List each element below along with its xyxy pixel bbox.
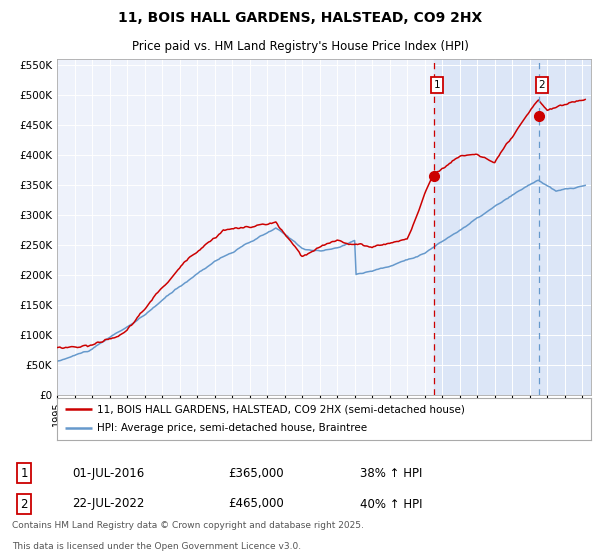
Text: 1: 1 [20, 466, 28, 480]
Text: 11, BOIS HALL GARDENS, HALSTEAD, CO9 2HX (semi-detached house): 11, BOIS HALL GARDENS, HALSTEAD, CO9 2HX… [97, 404, 465, 414]
Text: This data is licensed under the Open Government Licence v3.0.: This data is licensed under the Open Gov… [12, 542, 301, 552]
Text: 40% ↑ HPI: 40% ↑ HPI [360, 497, 422, 511]
Text: 11, BOIS HALL GARDENS, HALSTEAD, CO9 2HX: 11, BOIS HALL GARDENS, HALSTEAD, CO9 2HX [118, 11, 482, 25]
Text: 01-JUL-2016: 01-JUL-2016 [72, 466, 144, 480]
Text: Price paid vs. HM Land Registry's House Price Index (HPI): Price paid vs. HM Land Registry's House … [131, 40, 469, 53]
Text: 2: 2 [20, 497, 28, 511]
Text: £465,000: £465,000 [228, 497, 284, 511]
Text: Contains HM Land Registry data © Crown copyright and database right 2025.: Contains HM Land Registry data © Crown c… [12, 521, 364, 530]
Text: 38% ↑ HPI: 38% ↑ HPI [360, 466, 422, 480]
Text: HPI: Average price, semi-detached house, Braintree: HPI: Average price, semi-detached house,… [97, 423, 367, 433]
Bar [434, 59, 600, 395]
Text: 2: 2 [539, 80, 545, 90]
Text: 1: 1 [433, 80, 440, 90]
Text: 22-JUL-2022: 22-JUL-2022 [72, 497, 145, 511]
Text: £365,000: £365,000 [228, 466, 284, 480]
